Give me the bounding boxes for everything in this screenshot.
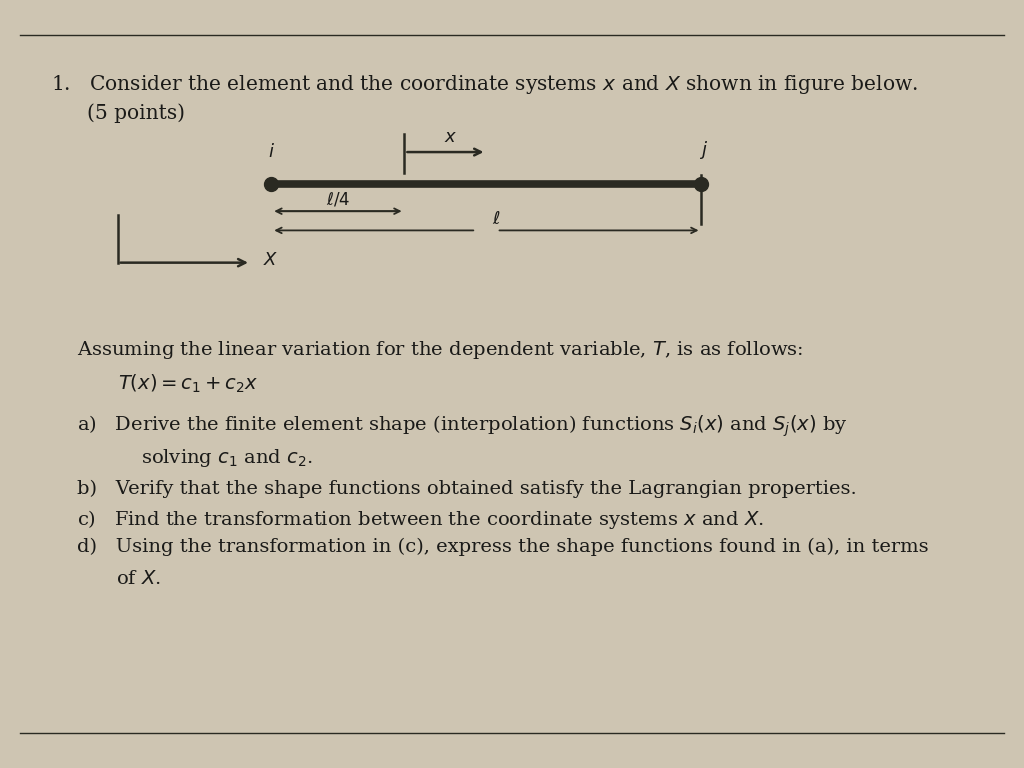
Text: $\ell/4$: $\ell/4$ xyxy=(326,191,350,209)
Text: $j$: $j$ xyxy=(699,139,708,161)
Text: solving $c_1$ and $c_2$.: solving $c_1$ and $c_2$. xyxy=(141,447,313,469)
Text: $T(x) = c_1 + c_2 x$: $T(x) = c_1 + c_2 x$ xyxy=(118,372,258,395)
Text: $\ell$: $\ell$ xyxy=(493,210,501,228)
Text: (5 points): (5 points) xyxy=(87,104,185,124)
Text: d)   Using the transformation in (c), express the shape functions found in (a), : d) Using the transformation in (c), expr… xyxy=(77,538,929,556)
Text: $i$: $i$ xyxy=(268,144,274,161)
Text: Assuming the linear variation for the dependent variable, $T$, is as follows:: Assuming the linear variation for the de… xyxy=(77,339,803,362)
Text: c)   Find the transformation between the coordinate systems $x$ and $X$.: c) Find the transformation between the c… xyxy=(77,508,764,531)
Text: $X$: $X$ xyxy=(263,251,279,270)
Text: b)   Verify that the shape functions obtained satisfy the Lagrangian properties.: b) Verify that the shape functions obtai… xyxy=(77,480,856,498)
Text: $x$: $x$ xyxy=(444,128,457,146)
Text: 1.   Consider the element and the coordinate systems $x$ and $X$ shown in figure: 1. Consider the element and the coordina… xyxy=(51,73,919,96)
Text: a)   Derive the finite element shape (interpolation) functions $S_i(x)$ and $S_j: a) Derive the finite element shape (inte… xyxy=(77,413,847,439)
Text: of $X$.: of $X$. xyxy=(116,570,161,588)
